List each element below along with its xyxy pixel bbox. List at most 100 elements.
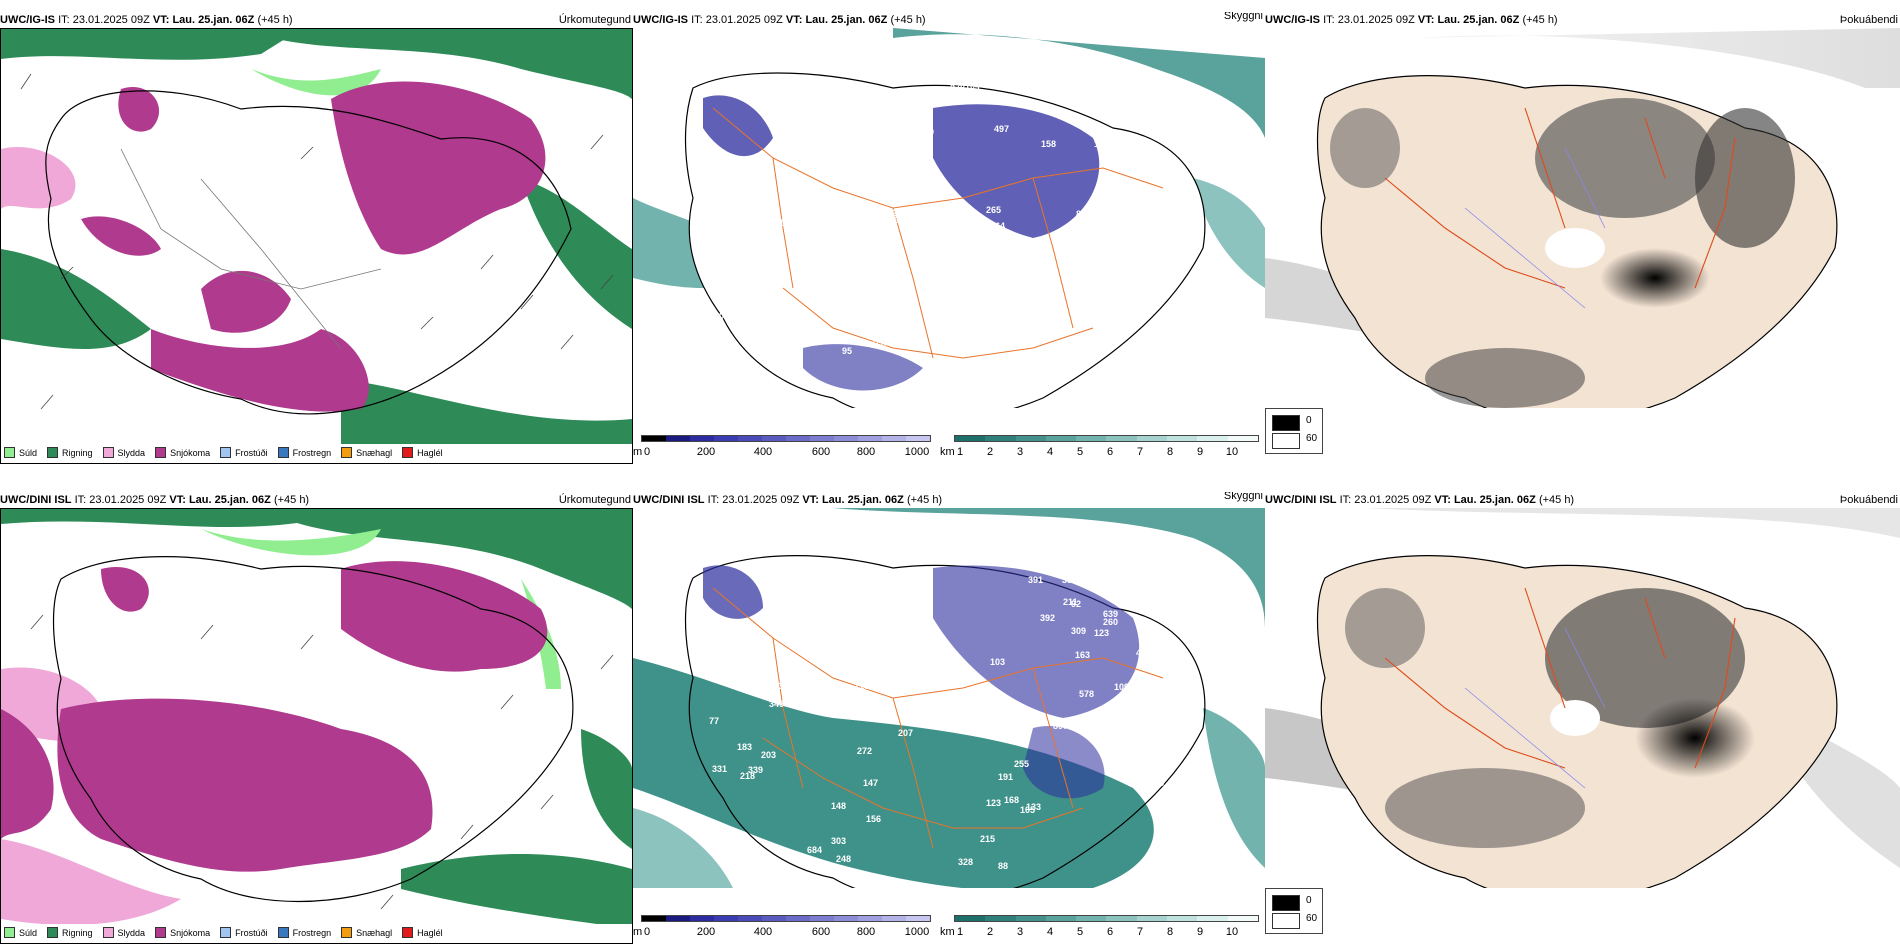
legend-item: Snjókoma: [155, 927, 210, 938]
it-value: 23.01.2025 09Z: [705, 14, 783, 26]
visibility-map[interactable]: 218 88 148 52 86 207 105 113 255 103 90 213 183 84 92 1…: [633, 508, 1265, 918]
cloud-map[interactable]: [1265, 28, 1900, 438]
visibility-value-label: 113: [1184, 632, 1199, 642]
visibility-value-label: 203: [761, 750, 776, 760]
legend-item: Frostregn: [277, 927, 331, 938]
visibility-value-label: 86: [1175, 659, 1185, 669]
legend-item: Snjókoma: [155, 447, 210, 458]
visibility-value-label: 123: [986, 798, 1001, 808]
legend-swatch-snow: [155, 447, 167, 458]
visibility-value-label: 328: [958, 857, 973, 867]
visibility-value-label: 590: [919, 127, 934, 137]
visibility-value-label: 255: [1014, 759, 1029, 769]
visibility-value-label: 639: [1103, 609, 1118, 619]
colorbar-segment: [985, 916, 1016, 921]
it-value: 23.01.2025 09Z: [1337, 14, 1415, 26]
vt-value: Lau. 25.jan. 06Z: [188, 494, 271, 506]
vt-label: VT:: [1434, 494, 1451, 506]
visibility-value-label: 260: [1103, 617, 1118, 627]
it-value: 23.01.2025 09Z: [89, 494, 167, 506]
visibility-value-label: 90: [1188, 566, 1198, 576]
it-label: IT:: [74, 494, 87, 506]
colorbar-segment: [906, 436, 930, 441]
visibility-value-label: 248: [836, 854, 851, 864]
colorbar-segment: [1197, 916, 1228, 921]
legend-item: Haglél: [402, 927, 443, 938]
precip-map-svg: [1, 29, 632, 463]
legend-swatch-rain: [47, 447, 59, 458]
colorbar-segment: [1227, 916, 1258, 921]
colorbar-segment: [1045, 436, 1077, 441]
legend-item: Frostúði: [220, 447, 268, 458]
visibility-value-label: 124: [980, 94, 995, 104]
visibility-value-label: 228: [1149, 778, 1164, 788]
visibility-value-label: 164: [1142, 223, 1157, 233]
legend-swatch-freezing-drizzle: [220, 927, 232, 938]
colorbar-segment: [714, 916, 738, 921]
colorbar-segment: [762, 916, 786, 921]
lead-time: (+45 h): [1538, 494, 1575, 506]
colorbar-segment: [1106, 436, 1137, 441]
visibility-value-label: 272: [1006, 356, 1021, 366]
it-label: IT:: [691, 14, 703, 26]
colorbar-segment: [690, 436, 714, 441]
visibility-map[interactable]: 318 100 98 89 79 148 64 95 92 101 104 356 123 90 160 12…: [633, 28, 1265, 438]
visibility-value-label: 124: [751, 226, 766, 236]
legend-item: Slydda: [102, 447, 145, 458]
visibility-value-label: 195: [762, 218, 777, 228]
legend-swatch-drizzle: [4, 447, 15, 458]
precip-type-panel-bottom: UWC/DINI ISL IT: 23.01.2025 09Z VT: Lau.…: [0, 492, 633, 944]
visibility-value-label: 84: [862, 569, 872, 579]
colorbar-segment: [1227, 436, 1258, 441]
visibility-value-label: 74: [1112, 150, 1122, 160]
visibility-value-label: 92: [1106, 109, 1116, 119]
visibility-value-label: 89: [1100, 365, 1110, 375]
visibility-value-label: 79: [749, 300, 759, 310]
visibility-value-label: 331: [712, 764, 727, 774]
visibility-value-label: 339: [748, 765, 763, 775]
field-name-visibility: Skyggni: [1223, 492, 1263, 502]
model-name: UWC/IG-IS: [0, 14, 55, 26]
legend-swatch-freezing-rain: [277, 927, 289, 938]
colorbar-segment: [1167, 916, 1198, 921]
visibility-value-label: 191: [998, 772, 1013, 782]
visibility-colorbar: km 1 2 3 4 5 6 7 8 9 10: [940, 435, 1262, 464]
visibility-value-label: 128: [803, 582, 818, 592]
colorbar-segment: [1106, 916, 1137, 921]
visibility-value-label: 100: [1142, 216, 1157, 226]
visibility-value-label: 146: [1128, 777, 1143, 787]
visibility-unit: km: [940, 446, 955, 458]
it-label: IT:: [1323, 14, 1335, 26]
precip-map[interactable]: [0, 28, 633, 464]
visibility-value-label: 213: [854, 681, 869, 691]
visibility-value-label: 338: [778, 681, 793, 691]
visibility-value-label: 164: [966, 214, 981, 224]
visibility-value-label: 168: [1004, 795, 1019, 805]
visibility-value-label: 163: [1075, 650, 1090, 660]
visibility-value-label: 309: [1071, 626, 1086, 636]
colorbar-segment: [1136, 916, 1168, 921]
visibility-value-label: 148: [773, 144, 788, 154]
precip-map[interactable]: [0, 508, 633, 944]
visibility-colorbar: km 1 2 3 4 5 6 7 8 9 10: [940, 915, 1262, 944]
visibility-value-label: 110: [732, 225, 747, 235]
visibility-value-label: 454: [849, 651, 864, 661]
cloud-map[interactable]: [1265, 508, 1900, 918]
visibility-value-label: 497: [994, 124, 1009, 134]
terrain-unit: m: [633, 926, 643, 938]
colorbar-segment: [1136, 436, 1168, 441]
model-name: UWC/IG-IS: [1265, 14, 1320, 26]
it-value: 23.01.2025 09Z: [722, 494, 800, 506]
visibility-value-label: 346: [771, 621, 786, 631]
visibility-value-label: 206: [829, 311, 844, 321]
cloud-legend: 0 60: [1265, 888, 1323, 934]
visibility-value-label: 242: [892, 208, 907, 218]
visibility-value-label: 109: [1114, 682, 1129, 692]
field-name-cloud: Þokuábendi: [1839, 14, 1898, 26]
visibility-map-svg: 218 88 148 52 86 207 105 113 255 103 90 213 183 84 92 1…: [633, 508, 1265, 918]
visibility-value-label: 177: [1016, 351, 1031, 361]
visibility-value-label: 200: [711, 654, 726, 664]
colorbar-segment: [834, 916, 858, 921]
visibility-value-label: 303: [831, 836, 846, 846]
visibility-unit: km: [940, 926, 955, 938]
